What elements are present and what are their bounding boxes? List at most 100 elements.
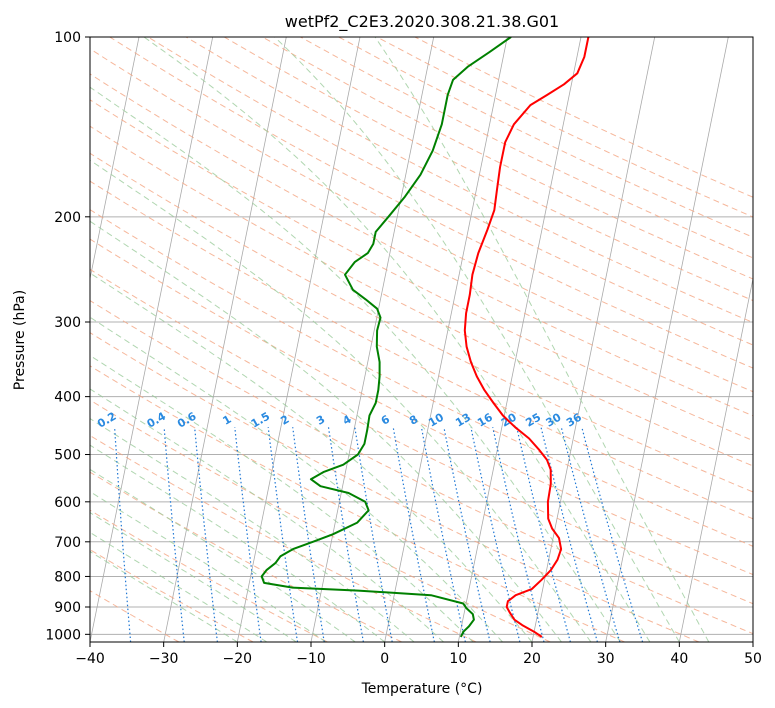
isotherm-line [457, 37, 582, 642]
y-tick-label: 900 [54, 600, 81, 616]
mixing-ratio-label: 13 [453, 411, 473, 430]
dry-adiabat-line [90, 549, 254, 642]
mixing-ratio-line [194, 427, 218, 642]
mixing-ratio-line [392, 427, 435, 642]
x-tick-label: 50 [744, 651, 762, 667]
y-tick-label: 600 [54, 495, 81, 511]
x-tick-label: −30 [149, 651, 179, 667]
dry-adiabat-line [185, 37, 753, 324]
dry-adiabat-line [90, 299, 753, 635]
moist-adiabat-line [90, 159, 592, 642]
dry-adiabat-line [90, 48, 753, 393]
mixing-ratio-label: 0.1 [49, 410, 72, 431]
moist-adiabat-line [90, 550, 238, 642]
mixing-ratio-label: 0.2 [95, 410, 118, 431]
dry-adiabat-line [90, 209, 753, 547]
y-tick-label: 500 [54, 448, 81, 464]
mixing-ratio-line [114, 427, 132, 642]
dry-adiabat-line [90, 365, 625, 642]
dry-adiabat-line [376, 37, 753, 218]
mixing-ratio-label: 16 [475, 411, 495, 430]
dry-adiabat-line [90, 471, 402, 642]
dry-adiabat-line [90, 180, 753, 520]
mixing-ratio-line [354, 427, 393, 642]
mixing-ratio-label: 8 [407, 413, 420, 428]
dry-adiabat-line [147, 37, 753, 346]
moist-adiabat-line [90, 354, 474, 642]
x-tick-label: 20 [523, 651, 541, 667]
isotherm-line [163, 37, 287, 642]
x-tick-label: 10 [449, 651, 467, 667]
moist-adiabat-line [90, 531, 268, 642]
y-tick-label: 300 [54, 315, 81, 331]
mixing-ratio-line [516, 427, 571, 642]
moist-adiabat-line [90, 444, 386, 642]
axes: −40 −30 −20 −10 0 10 20 30 40 5010020030040050060… [45, 30, 762, 667]
x-axis-label: Temperature (°C) [361, 681, 483, 697]
profiles [260, 37, 590, 638]
isotherm-line [678, 276, 753, 642]
dry-adiabat-line [90, 152, 753, 493]
isotherm-line [0, 37, 65, 642]
moist-adiabat-line [90, 417, 415, 642]
dry-adiabat-line [90, 99, 753, 442]
x-tick-label: −20 [223, 651, 253, 667]
dry-adiabat-line [90, 590, 180, 642]
dry-adiabat-line [90, 73, 753, 417]
moist-adiabat-line [90, 272, 533, 642]
y-tick-label: 700 [54, 535, 81, 551]
mixing-ratio-label: 1 [220, 413, 233, 428]
x-tick-label: −40 [75, 651, 105, 667]
moist-adiabat-line [374, 37, 710, 642]
x-tick-label: −10 [296, 651, 326, 667]
mixing-ratio-line [234, 427, 262, 642]
dry-adiabat-line [109, 37, 753, 369]
dry-adiabat-line [300, 37, 753, 259]
isotherm-line [90, 37, 140, 281]
isotherm-line [310, 37, 435, 642]
moist-adiabat-line [90, 468, 356, 642]
x-tick-label: 0 [380, 651, 389, 667]
isotherm-line [531, 37, 656, 642]
mixing-ratio-label: 0.4 [145, 409, 169, 430]
dry-adiabat-line [90, 332, 700, 642]
moist-adiabat-line [90, 86, 621, 642]
isotherm-line [752, 639, 753, 642]
y-axis-label: Pressure (hPa) [12, 290, 28, 390]
dry-adiabat-line [223, 37, 753, 302]
mixing-ratio-label: 10 [426, 411, 446, 430]
temperature-profile [463, 37, 590, 638]
x-tick-label: 30 [597, 651, 615, 667]
chart-title: wetPf2_C2E3.2020.308.21.38.G01 [285, 12, 559, 32]
moist-adiabat-line [143, 37, 651, 642]
y-tick-label: 400 [54, 390, 81, 406]
mixing-ratio-label: 3 [314, 413, 327, 428]
x-tick-label: 40 [670, 651, 688, 667]
y-tick-label: 1000 [45, 627, 81, 643]
isotherm-line [605, 37, 729, 642]
y-tick-label: 200 [54, 210, 81, 226]
moist-adiabat-line [90, 316, 503, 642]
y-tick-label: 800 [54, 569, 81, 585]
isotherm-line [236, 37, 361, 642]
y-tick-label: 100 [54, 30, 81, 46]
mixing-ratio-line [267, 427, 299, 642]
mixing-ratio-line [540, 427, 598, 642]
dewpoint-profile [260, 37, 512, 638]
mixing-ratio-label: 25 [523, 411, 543, 430]
mixing-ratio-line [163, 427, 185, 642]
mixing-ratio-label: 30 [544, 411, 564, 430]
mixing-ratio-label: 6 [379, 412, 392, 427]
moist-adiabat-line [90, 491, 326, 642]
mixing-ratio-label: 36 [564, 411, 584, 430]
dry-adiabat-line [90, 399, 551, 642]
mixing-ratio-line [470, 427, 521, 642]
dry-adiabat-line [90, 434, 477, 642]
dry-adiabat-line [90, 268, 753, 605]
plot-frame [89, 36, 754, 643]
mixing-ratio-label: 4 [340, 412, 353, 427]
isotherm-line [384, 37, 508, 642]
dry-adiabat-line [90, 509, 328, 642]
mixing-ratio-label: 2 [278, 413, 291, 428]
